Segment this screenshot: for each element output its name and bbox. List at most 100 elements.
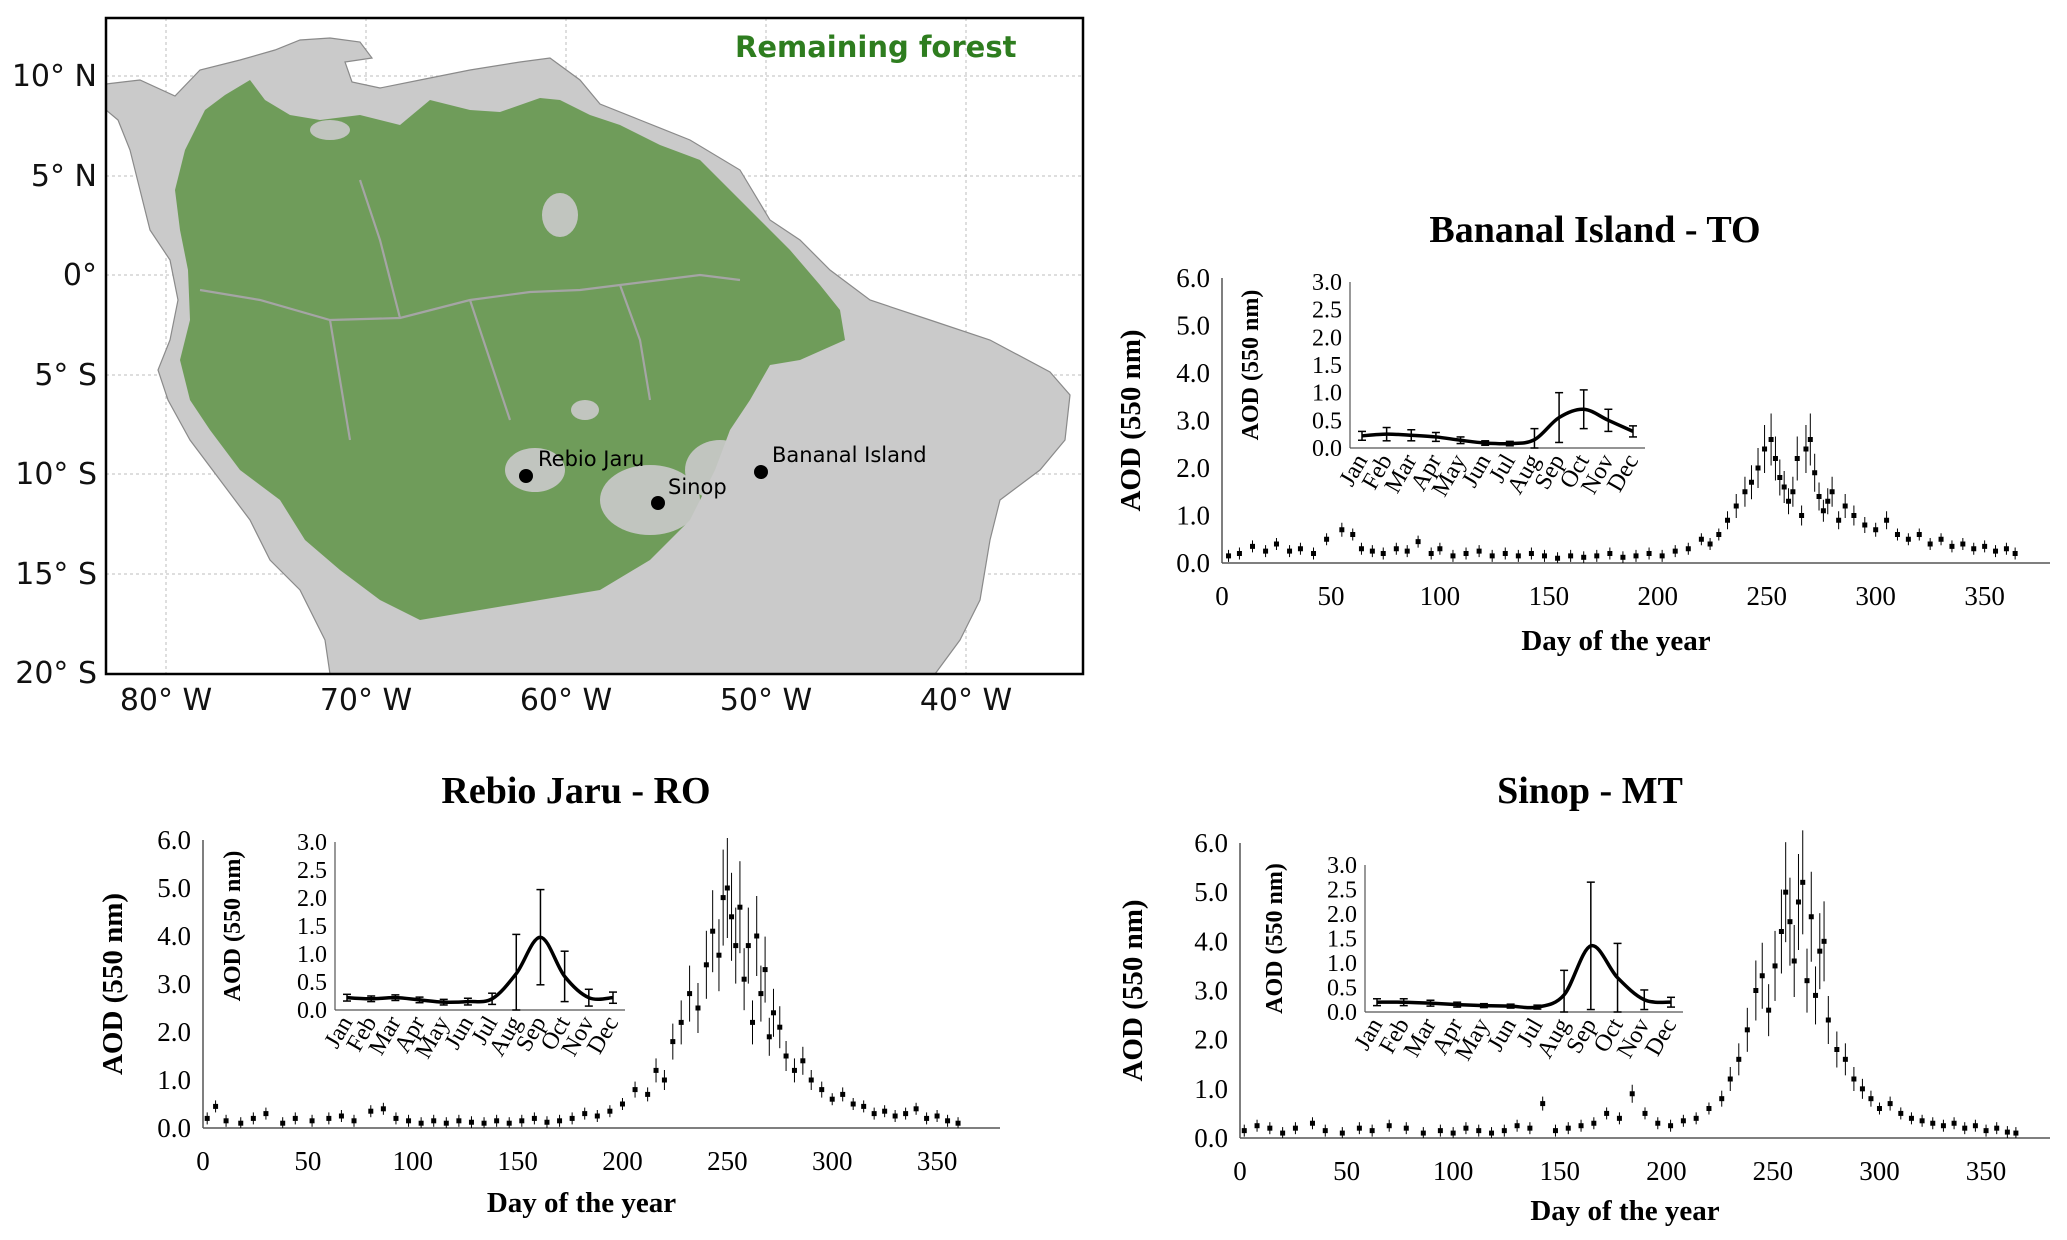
inset-y-tick-label: 0.0: [1327, 1000, 1357, 1026]
y-tick-label: 5.0: [1194, 877, 1228, 907]
data-point: [632, 1087, 638, 1093]
y-tick-label: 4.0: [1176, 358, 1210, 388]
data-point: [2012, 551, 2018, 556]
data-point: [687, 991, 693, 997]
data-point: [1859, 1086, 1865, 1092]
data-point: [1768, 437, 1774, 442]
data-point: [1940, 1123, 1946, 1129]
data-point: [481, 1120, 487, 1126]
data-point: [1820, 508, 1826, 514]
data-point: [720, 895, 726, 901]
data-point: [1791, 958, 1797, 964]
lon-label: 40° W: [920, 683, 1012, 718]
data-point: [1668, 1123, 1674, 1129]
data-point: [494, 1118, 500, 1124]
data-point: [1489, 553, 1495, 559]
data-point: [1568, 553, 1574, 559]
data-point: [1834, 1047, 1840, 1052]
site-label: Sinop: [668, 475, 727, 499]
data-point: [924, 1115, 930, 1121]
data-point: [1876, 1106, 1882, 1111]
x-tick-label: 250: [1753, 1156, 1794, 1186]
data-point: [934, 1113, 940, 1119]
inset-y-axis-label: AOD (550 nm): [1262, 863, 1288, 1014]
data-point: [1894, 532, 1900, 537]
data-point: [238, 1120, 244, 1126]
data-point: [1812, 470, 1818, 476]
y-tick-label: 5.0: [1176, 311, 1210, 341]
inset-y-tick-label: 1.0: [1312, 381, 1342, 407]
deforested-patches: [310, 120, 755, 535]
x-tick-label: 0: [1215, 581, 1229, 611]
data-point: [1358, 546, 1364, 552]
data-point: [1706, 1106, 1712, 1111]
data-point: [1725, 517, 1731, 523]
lat-label: 10° N: [12, 59, 97, 94]
data-point: [1736, 1056, 1742, 1062]
rivers: [199, 179, 741, 441]
data-point: [1842, 503, 1848, 509]
data-point: [1280, 1130, 1286, 1136]
data-point: [1594, 553, 1600, 559]
data-point: [861, 1103, 867, 1109]
data-point: [1898, 1110, 1904, 1116]
y-tick-label: 2.0: [1176, 453, 1210, 483]
data-point: [1502, 551, 1508, 556]
data-point: [737, 904, 743, 910]
data-point: [1476, 548, 1482, 554]
chart-title: Bananal Island - TO: [1429, 209, 1760, 251]
data-point: [1794, 456, 1800, 461]
data-point: [1836, 517, 1842, 523]
lat-label: 0°: [63, 258, 97, 293]
inset-line: [1361, 407, 1634, 446]
data-point: [594, 1113, 600, 1119]
data-point: [1685, 546, 1691, 552]
data-point: [1851, 513, 1857, 518]
data-point: [619, 1101, 625, 1107]
data-point: [1873, 527, 1879, 533]
data-point: [223, 1118, 229, 1124]
data-point: [1733, 503, 1739, 509]
data-point: [1555, 555, 1561, 561]
data-point: [777, 1024, 783, 1030]
data-point: [1515, 553, 1521, 559]
data-point: [770, 1010, 776, 1016]
data-point: [1884, 517, 1890, 523]
y-axis-label: AOD (550 nm): [97, 893, 129, 1075]
data-point: [1755, 465, 1761, 471]
site-marker: [754, 465, 768, 479]
data-point: [1693, 1115, 1699, 1121]
data-point: [1817, 948, 1823, 954]
lon-label: 50° W: [720, 683, 812, 718]
lat-label: 5° N: [31, 159, 97, 194]
data-point: [418, 1120, 424, 1126]
data-point: [1476, 1128, 1482, 1134]
inset-x-tick-label: Dec: [1640, 1014, 1682, 1060]
data-point: [1772, 963, 1778, 969]
data-point: [1821, 938, 1827, 944]
x-tick-label: 150: [1539, 1156, 1580, 1186]
data-point: [766, 1034, 772, 1040]
data-point: [653, 1067, 659, 1073]
data-point: [695, 1005, 701, 1011]
inset-y-tick-label: 0.5: [297, 970, 327, 996]
data-point: [1927, 541, 1933, 547]
data-point: [1742, 489, 1748, 495]
y-tick-label: 1.0: [1176, 501, 1210, 531]
data-point: [1541, 553, 1547, 559]
data-point: [1311, 551, 1317, 556]
x-tick-label: 200: [602, 1146, 643, 1176]
data-point: [1938, 536, 1944, 542]
data-point: [819, 1087, 825, 1093]
data-point: [1783, 889, 1789, 895]
data-point: [1766, 1007, 1772, 1013]
data-point: [1825, 1017, 1831, 1023]
data-point: [1540, 1101, 1546, 1107]
lat-label: 20° S: [15, 656, 97, 691]
inset-y-tick-label: 3.0: [1312, 270, 1342, 296]
data-point: [1994, 1125, 2000, 1131]
site-marker: [651, 496, 665, 510]
data-point: [808, 1077, 814, 1083]
inset-y-tick-label: 2.5: [297, 858, 327, 884]
inset-line: [1376, 944, 1672, 1010]
